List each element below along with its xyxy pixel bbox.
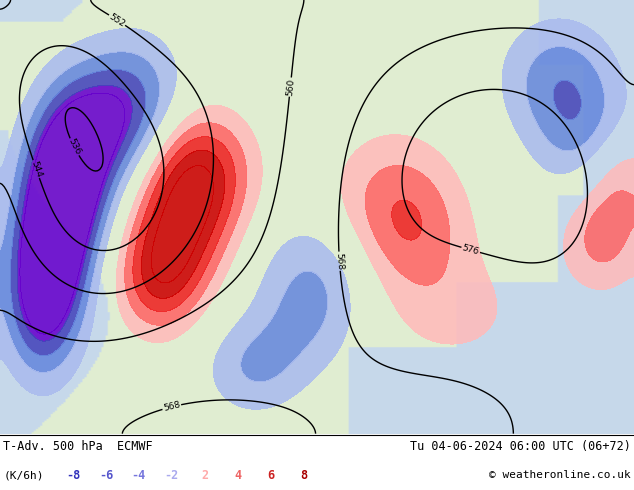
Text: 544: 544 xyxy=(29,160,43,179)
Text: 2: 2 xyxy=(201,469,209,482)
Text: -2: -2 xyxy=(165,469,179,482)
Text: 568: 568 xyxy=(334,252,344,270)
Text: 536: 536 xyxy=(67,137,82,157)
Text: 560: 560 xyxy=(285,78,295,96)
Text: Tu 04-06-2024 06:00 UTC (06+72): Tu 04-06-2024 06:00 UTC (06+72) xyxy=(410,440,631,453)
Text: 8: 8 xyxy=(300,469,307,482)
Text: 6: 6 xyxy=(267,469,275,482)
Text: © weatheronline.co.uk: © weatheronline.co.uk xyxy=(489,470,631,480)
Text: -8: -8 xyxy=(66,469,80,482)
Text: (K/6h): (K/6h) xyxy=(3,470,44,480)
Text: -4: -4 xyxy=(132,469,146,482)
Text: T-Adv. 500 hPa  ECMWF: T-Adv. 500 hPa ECMWF xyxy=(3,440,153,453)
Text: 568: 568 xyxy=(162,400,181,414)
Text: 552: 552 xyxy=(108,12,127,28)
Text: 4: 4 xyxy=(234,469,242,482)
Text: -6: -6 xyxy=(99,469,113,482)
Text: 576: 576 xyxy=(461,243,480,257)
